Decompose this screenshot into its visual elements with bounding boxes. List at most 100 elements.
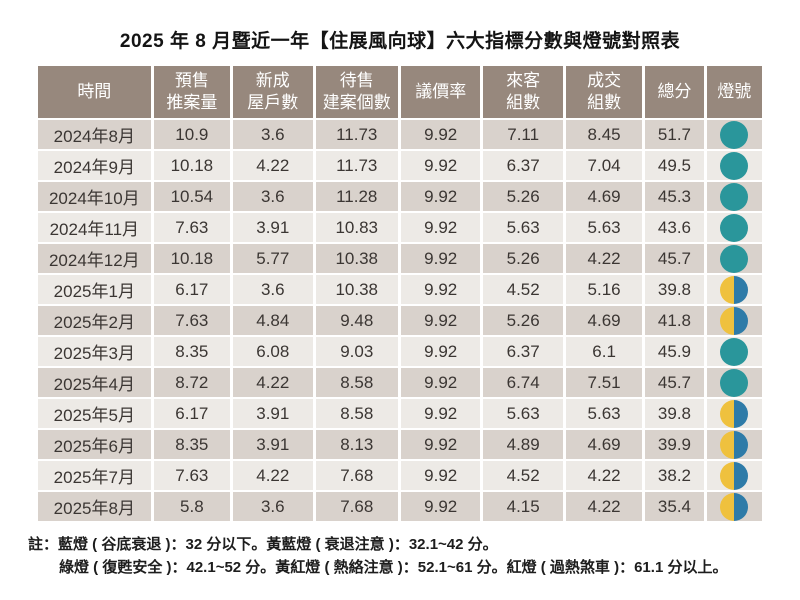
table-row: 2024年10月 10.54 3.6 11.28 9.92 5.26 4.69 45.3 bbox=[38, 182, 762, 211]
value-cell: 10.18 bbox=[153, 151, 231, 180]
header-row: 時間 預售 推案量 新成 屋戶數 待售 建案個數 議價率 來客 組數 成交 組數 總分 燈號 bbox=[38, 66, 762, 118]
yellow-blue-light-icon bbox=[720, 399, 749, 428]
value-cell: 7.63 bbox=[153, 461, 231, 490]
value-cell: 9.92 bbox=[400, 244, 481, 273]
table-row: 2025年7月 7.63 4.22 7.68 9.92 4.52 4.22 38.2 bbox=[38, 461, 762, 490]
value-cell: 11.28 bbox=[315, 182, 398, 211]
value-cell: 6.17 bbox=[153, 275, 231, 304]
period-cell: 2025年5月 bbox=[38, 399, 151, 428]
column-header: 新成 屋戶數 bbox=[233, 66, 313, 118]
table-body: 2024年8月 10.9 3.6 11.73 9.92 7.11 8.45 51.7 2024年… bbox=[38, 120, 762, 521]
value-cell: 6.08 bbox=[233, 337, 313, 366]
value-cell: 7.63 bbox=[153, 213, 231, 242]
value-cell: 39.8 bbox=[645, 399, 704, 428]
value-cell: 4.52 bbox=[483, 275, 563, 304]
value-cell: 9.92 bbox=[400, 275, 481, 304]
table-row: 2025年8月 5.8 3.6 7.68 9.92 4.15 4.22 35.4 bbox=[38, 492, 762, 521]
period-cell: 2025年8月 bbox=[38, 492, 151, 521]
value-cell: 3.6 bbox=[233, 182, 313, 211]
value-cell: 3.6 bbox=[233, 492, 313, 521]
footnote: 註：藍燈 ( 谷底衰退 )：32 分以下。黃藍燈 ( 衰退注意 )：32.1~4… bbox=[28, 533, 800, 580]
light-cell bbox=[706, 151, 762, 180]
table-row: 2025年5月 6.17 3.91 8.58 9.92 5.63 5.63 39.8 bbox=[38, 399, 762, 428]
light-cell bbox=[706, 430, 762, 459]
value-cell: 49.5 bbox=[645, 151, 704, 180]
value-cell: 39.9 bbox=[645, 430, 704, 459]
period-cell: 2025年6月 bbox=[38, 430, 151, 459]
value-cell: 7.68 bbox=[315, 461, 398, 490]
value-cell: 4.22 bbox=[565, 244, 643, 273]
yellow-blue-light-icon bbox=[720, 306, 749, 335]
value-cell: 5.63 bbox=[565, 213, 643, 242]
value-cell: 10.18 bbox=[153, 244, 231, 273]
value-cell: 3.91 bbox=[233, 213, 313, 242]
value-cell: 8.58 bbox=[315, 399, 398, 428]
value-cell: 6.1 bbox=[565, 337, 643, 366]
column-header: 議價率 bbox=[400, 66, 481, 118]
yellow-blue-light-icon bbox=[720, 492, 749, 521]
value-cell: 8.35 bbox=[153, 337, 231, 366]
value-cell: 4.52 bbox=[483, 461, 563, 490]
light-cell bbox=[706, 337, 762, 366]
yellow-blue-light-icon bbox=[720, 275, 749, 304]
value-cell: 11.73 bbox=[315, 151, 398, 180]
value-cell: 4.22 bbox=[565, 492, 643, 521]
light-cell bbox=[706, 244, 762, 273]
value-cell: 43.6 bbox=[645, 213, 704, 242]
yellow-blue-light-icon bbox=[720, 461, 749, 490]
value-cell: 5.8 bbox=[153, 492, 231, 521]
light-cell bbox=[706, 461, 762, 490]
value-cell: 10.83 bbox=[315, 213, 398, 242]
table-row: 2025年4月 8.72 4.22 8.58 9.92 6.74 7.51 45.7 bbox=[38, 368, 762, 397]
green-light-icon bbox=[720, 244, 749, 273]
value-cell: 5.63 bbox=[483, 399, 563, 428]
table-row: 2025年1月 6.17 3.6 10.38 9.92 4.52 5.16 39.8 bbox=[38, 275, 762, 304]
value-cell: 3.91 bbox=[233, 430, 313, 459]
table-row: 2024年8月 10.9 3.6 11.73 9.92 7.11 8.45 51.7 bbox=[38, 120, 762, 149]
value-cell: 5.63 bbox=[565, 399, 643, 428]
value-cell: 10.38 bbox=[315, 244, 398, 273]
value-cell: 39.8 bbox=[645, 275, 704, 304]
period-cell: 2025年1月 bbox=[38, 275, 151, 304]
column-header: 預售 推案量 bbox=[153, 66, 231, 118]
value-cell: 3.6 bbox=[233, 120, 313, 149]
table-row: 2025年3月 8.35 6.08 9.03 9.92 6.37 6.1 45.9 bbox=[38, 337, 762, 366]
yellow-blue-light-icon bbox=[720, 430, 749, 459]
value-cell: 5.63 bbox=[483, 213, 563, 242]
table-row: 2024年11月 7.63 3.91 10.83 9.92 5.63 5.63 43.6 bbox=[38, 213, 762, 242]
column-header: 燈號 bbox=[706, 66, 762, 118]
value-cell: 3.91 bbox=[233, 399, 313, 428]
value-cell: 7.04 bbox=[565, 151, 643, 180]
value-cell: 9.92 bbox=[400, 151, 481, 180]
value-cell: 38.2 bbox=[645, 461, 704, 490]
value-cell: 9.92 bbox=[400, 120, 481, 149]
value-cell: 8.45 bbox=[565, 120, 643, 149]
value-cell: 4.22 bbox=[565, 461, 643, 490]
value-cell: 5.16 bbox=[565, 275, 643, 304]
value-cell: 9.92 bbox=[400, 492, 481, 521]
green-light-icon bbox=[720, 151, 749, 180]
green-light-icon bbox=[720, 368, 749, 397]
table-row: 2024年9月 10.18 4.22 11.73 9.92 6.37 7.04 49.5 bbox=[38, 151, 762, 180]
period-cell: 2024年8月 bbox=[38, 120, 151, 149]
value-cell: 9.92 bbox=[400, 399, 481, 428]
column-header: 來客 組數 bbox=[483, 66, 563, 118]
value-cell: 7.11 bbox=[483, 120, 563, 149]
value-cell: 8.13 bbox=[315, 430, 398, 459]
value-cell: 45.9 bbox=[645, 337, 704, 366]
value-cell: 5.26 bbox=[483, 182, 563, 211]
value-cell: 7.63 bbox=[153, 306, 231, 335]
value-cell: 4.69 bbox=[565, 430, 643, 459]
value-cell: 5.26 bbox=[483, 306, 563, 335]
page-title: 2025 年 8 月暨近一年【住展風向球】六大指標分數與燈號對照表 bbox=[119, 31, 681, 52]
period-cell: 2024年11月 bbox=[38, 213, 151, 242]
period-cell: 2024年12月 bbox=[38, 244, 151, 273]
green-light-icon bbox=[720, 213, 749, 242]
light-cell bbox=[706, 182, 762, 211]
column-header: 總分 bbox=[645, 66, 704, 118]
light-cell bbox=[706, 120, 762, 149]
value-cell: 4.84 bbox=[233, 306, 313, 335]
value-cell: 8.35 bbox=[153, 430, 231, 459]
period-cell: 2024年10月 bbox=[38, 182, 151, 211]
